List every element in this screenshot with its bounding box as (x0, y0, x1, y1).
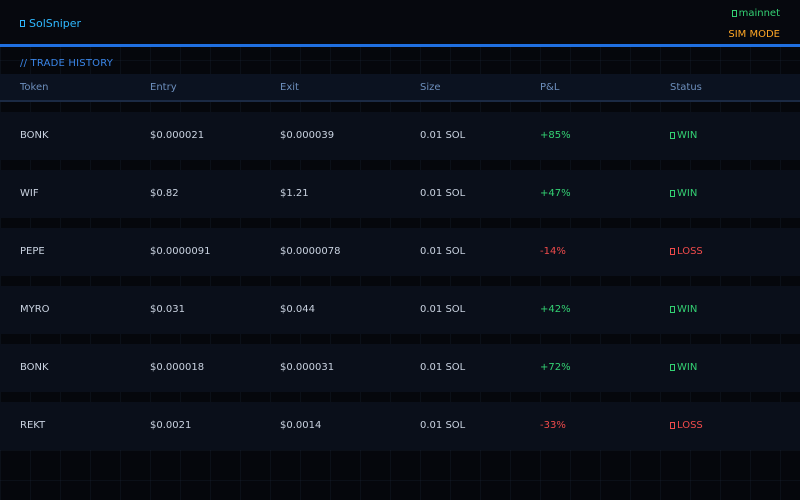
loss-icon (670, 422, 675, 429)
top-bar: SolSniper mainnet SIM MODE (0, 0, 800, 45)
size-cell: 0.01 SOL (420, 362, 466, 373)
table-row[interactable]: PEPE $0.0000091 $0.0000078 0.01 SOL -14%… (0, 228, 800, 276)
win-icon (670, 364, 675, 371)
entry-cell: $0.0021 (150, 420, 192, 431)
entry-cell: $0.0000091 (150, 246, 211, 257)
status-label: WIN (677, 362, 698, 373)
status-badge: WIN (670, 362, 697, 373)
column-header-size: Size (420, 82, 441, 93)
pnl-cell: +85% (540, 130, 571, 141)
status-badge: LOSS (670, 420, 703, 431)
pnl-cell: +42% (540, 304, 571, 315)
table-row[interactable]: WIF $0.82 $1.21 0.01 SOL +47% WIN (0, 170, 800, 218)
column-header-entry: Entry (150, 82, 177, 93)
pnl-cell: -33% (540, 420, 566, 431)
token-cell: BONK (20, 362, 49, 373)
loss-icon (670, 248, 675, 255)
table-row[interactable]: BONK $0.000021 $0.000039 0.01 SOL +85% W… (0, 112, 800, 160)
app-name: SolSniper (29, 17, 82, 30)
network-name: mainnet (738, 8, 780, 19)
column-header-status: Status (670, 82, 702, 93)
column-header-token: Token (20, 82, 49, 93)
exit-cell: $0.0000078 (280, 246, 341, 257)
table-row[interactable]: REKT $0.0021 $0.0014 0.01 SOL -33% LOSS (0, 402, 800, 450)
exit-cell: $0.000031 (280, 362, 335, 373)
exit-cell: $0.044 (280, 304, 315, 315)
pnl-cell: +72% (540, 362, 571, 373)
table-row[interactable]: BONK $0.000018 $0.000031 0.01 SOL +72% W… (0, 344, 800, 392)
column-header-exit: Exit (280, 82, 299, 93)
pnl-cell: +47% (540, 188, 571, 199)
token-cell: PEPE (20, 246, 45, 257)
entry-cell: $0.000018 (150, 362, 205, 373)
size-cell: 0.01 SOL (420, 188, 466, 199)
size-cell: 0.01 SOL (420, 304, 466, 315)
size-cell: 0.01 SOL (420, 130, 466, 141)
entry-cell: $0.000021 (150, 130, 205, 141)
header-divider (0, 44, 800, 47)
section-title: // TRADE HISTORY (20, 58, 114, 69)
token-cell: REKT (20, 420, 46, 431)
status-label: WIN (677, 130, 698, 141)
exit-cell: $0.0014 (280, 420, 322, 431)
status-badge: WIN (670, 304, 697, 315)
mode-badge: SIM MODE (728, 29, 780, 40)
win-icon (670, 190, 675, 197)
status-badge: LOSS (670, 246, 703, 257)
size-cell: 0.01 SOL (420, 246, 466, 257)
status-label: LOSS (677, 246, 703, 257)
entry-cell: $0.031 (150, 304, 185, 315)
trade-history-table: Token Entry Exit Size P&L Status BONK $0… (0, 74, 800, 450)
token-cell: BONK (20, 130, 49, 141)
status-label: WIN (677, 304, 698, 315)
token-cell: WIF (20, 188, 39, 199)
column-header-pnl: P&L (540, 82, 560, 93)
exit-cell: $0.000039 (280, 130, 335, 141)
pnl-cell: -14% (540, 246, 566, 257)
size-cell: 0.01 SOL (420, 420, 466, 431)
status-badge: WIN (670, 130, 697, 141)
token-cell: MYRO (20, 304, 50, 315)
status-label: LOSS (677, 420, 703, 431)
status-badge: WIN (670, 188, 697, 199)
win-icon (670, 132, 675, 139)
exit-cell: $1.21 (280, 188, 309, 199)
table-row[interactable]: MYRO $0.031 $0.044 0.01 SOL +42% WIN (0, 286, 800, 334)
entry-cell: $0.82 (150, 188, 179, 199)
status-label: WIN (677, 188, 698, 199)
network-status-icon (731, 10, 737, 17)
network-indicator[interactable]: mainnet (731, 8, 780, 19)
app-brand[interactable]: SolSniper (20, 17, 81, 30)
win-icon (670, 306, 675, 313)
logo-glyph-icon (20, 20, 25, 27)
table-header: Token Entry Exit Size P&L Status (0, 74, 800, 102)
